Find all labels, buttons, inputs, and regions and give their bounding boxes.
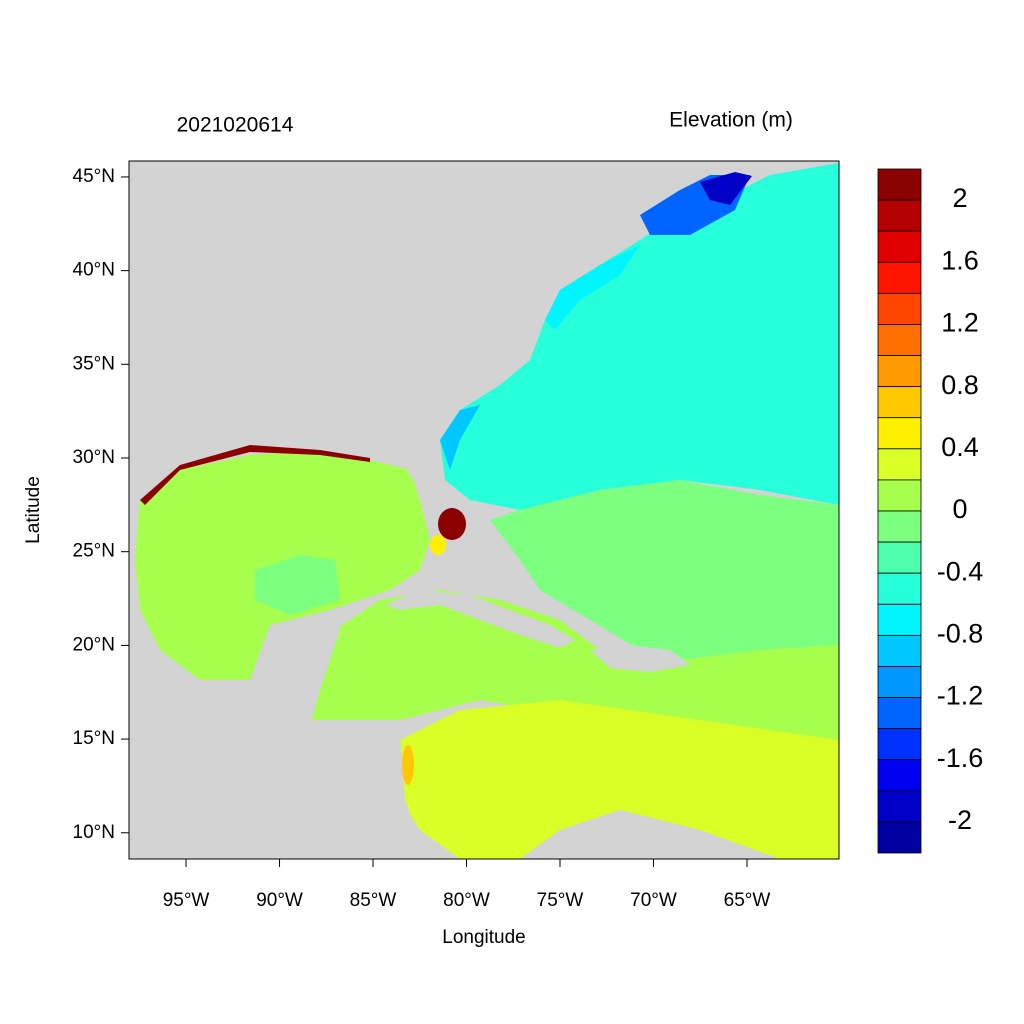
colorbar-box [877, 634, 922, 667]
x-tick-label: 65°W [724, 890, 771, 911]
colorbar-box [877, 572, 922, 605]
surge-nicaragua [402, 745, 414, 785]
colorbar-box [877, 666, 922, 698]
colorbar-box [877, 324, 922, 356]
y-tick-label: 40°N [73, 260, 115, 281]
land-central-america [129, 700, 460, 859]
ocean-coastal-carolina [440, 405, 480, 470]
colorbar-box [877, 790, 922, 823]
y-tick-label: 20°N [73, 634, 115, 655]
colorbar-label: 0 [952, 494, 967, 524]
land-hispaniola [590, 645, 690, 672]
colorbar-label: 0.8 [941, 370, 979, 400]
colorbar-box [877, 448, 922, 481]
plot-frame [128, 160, 840, 860]
land-cuba [385, 590, 575, 648]
x-tick-label: 85°W [350, 890, 397, 911]
x-axis-label: Longitude [442, 927, 525, 948]
colorbar-box [877, 603, 922, 636]
land-florida [400, 455, 450, 525]
surge-gulf-coast [140, 445, 370, 505]
map-field [129, 161, 839, 859]
colorbar-label: -1.6 [937, 743, 984, 773]
colorbar-label: 2 [952, 183, 967, 213]
colorbar-box [877, 261, 922, 294]
x-tick-label: 95°W [163, 890, 210, 911]
colorbar-box [877, 759, 922, 792]
y-tick-label: 25°N [73, 541, 115, 562]
colorbar-box [877, 386, 922, 419]
colorbar-box [877, 199, 922, 232]
x-tick-label: 80°W [443, 890, 490, 911]
colorbar-box [877, 168, 922, 201]
surge-south-florida [438, 508, 466, 540]
ocean-southern-caribbean [400, 700, 839, 859]
x-tick-label: 90°W [256, 890, 303, 911]
ocean-caribbean [310, 590, 839, 760]
map-title: 2021020614 [177, 114, 294, 137]
y-tick-label: 35°N [73, 353, 115, 374]
colorbar-label: -1.2 [937, 681, 984, 711]
colorbar-label: 1.2 [941, 308, 979, 338]
y-tick-label: 30°N [73, 447, 115, 468]
colorbar-label: -2 [948, 805, 972, 835]
colorbar-box [877, 510, 922, 543]
x-tick-label: 70°W [630, 890, 677, 911]
x-tick-label: 75°W [537, 890, 584, 911]
variable-label: Elevation (m) [669, 109, 793, 132]
y-axis-label: Latitude [23, 476, 44, 544]
land-yucatan [250, 610, 340, 720]
y-tick-label: 15°N [73, 728, 115, 749]
colorbar-box [877, 728, 922, 761]
colorbar-box [877, 479, 922, 512]
ocean-coastal-atlantic [545, 245, 640, 330]
colorbar-box [877, 417, 922, 450]
ocean-gulf-center [255, 555, 340, 615]
colorbar-label: -0.4 [937, 556, 984, 586]
ocean-subtropical [490, 480, 839, 670]
axes: 95°W 90°W 85°W 80°W 75°W 70°W 65°W 10°N 15°N 20°N… [73, 166, 771, 911]
colorbar-box [877, 230, 922, 263]
colorbar-box [877, 541, 922, 574]
colorbar-label: 0.4 [941, 432, 979, 462]
colorbar-label: -0.8 [937, 618, 984, 648]
ocean-gulf-of-maine-deep [700, 172, 752, 205]
colorbar-label: 1.6 [941, 245, 979, 275]
colorbar-box [877, 821, 922, 854]
colorbar-box [877, 355, 922, 388]
y-tick-label: 45°N [73, 166, 115, 187]
land-south-america [520, 810, 780, 859]
y-tick-label: 10°N [73, 822, 115, 843]
colorbar: 2 1.6 1.2 0.8 0.4 0 -0.4 -0.8 -1.2 -1.6 -2 [877, 168, 984, 854]
colorbar-box [877, 292, 922, 325]
colorbar-box [877, 697, 922, 730]
surge-florida-keys [430, 535, 446, 555]
ocean-atlantic [440, 163, 839, 510]
